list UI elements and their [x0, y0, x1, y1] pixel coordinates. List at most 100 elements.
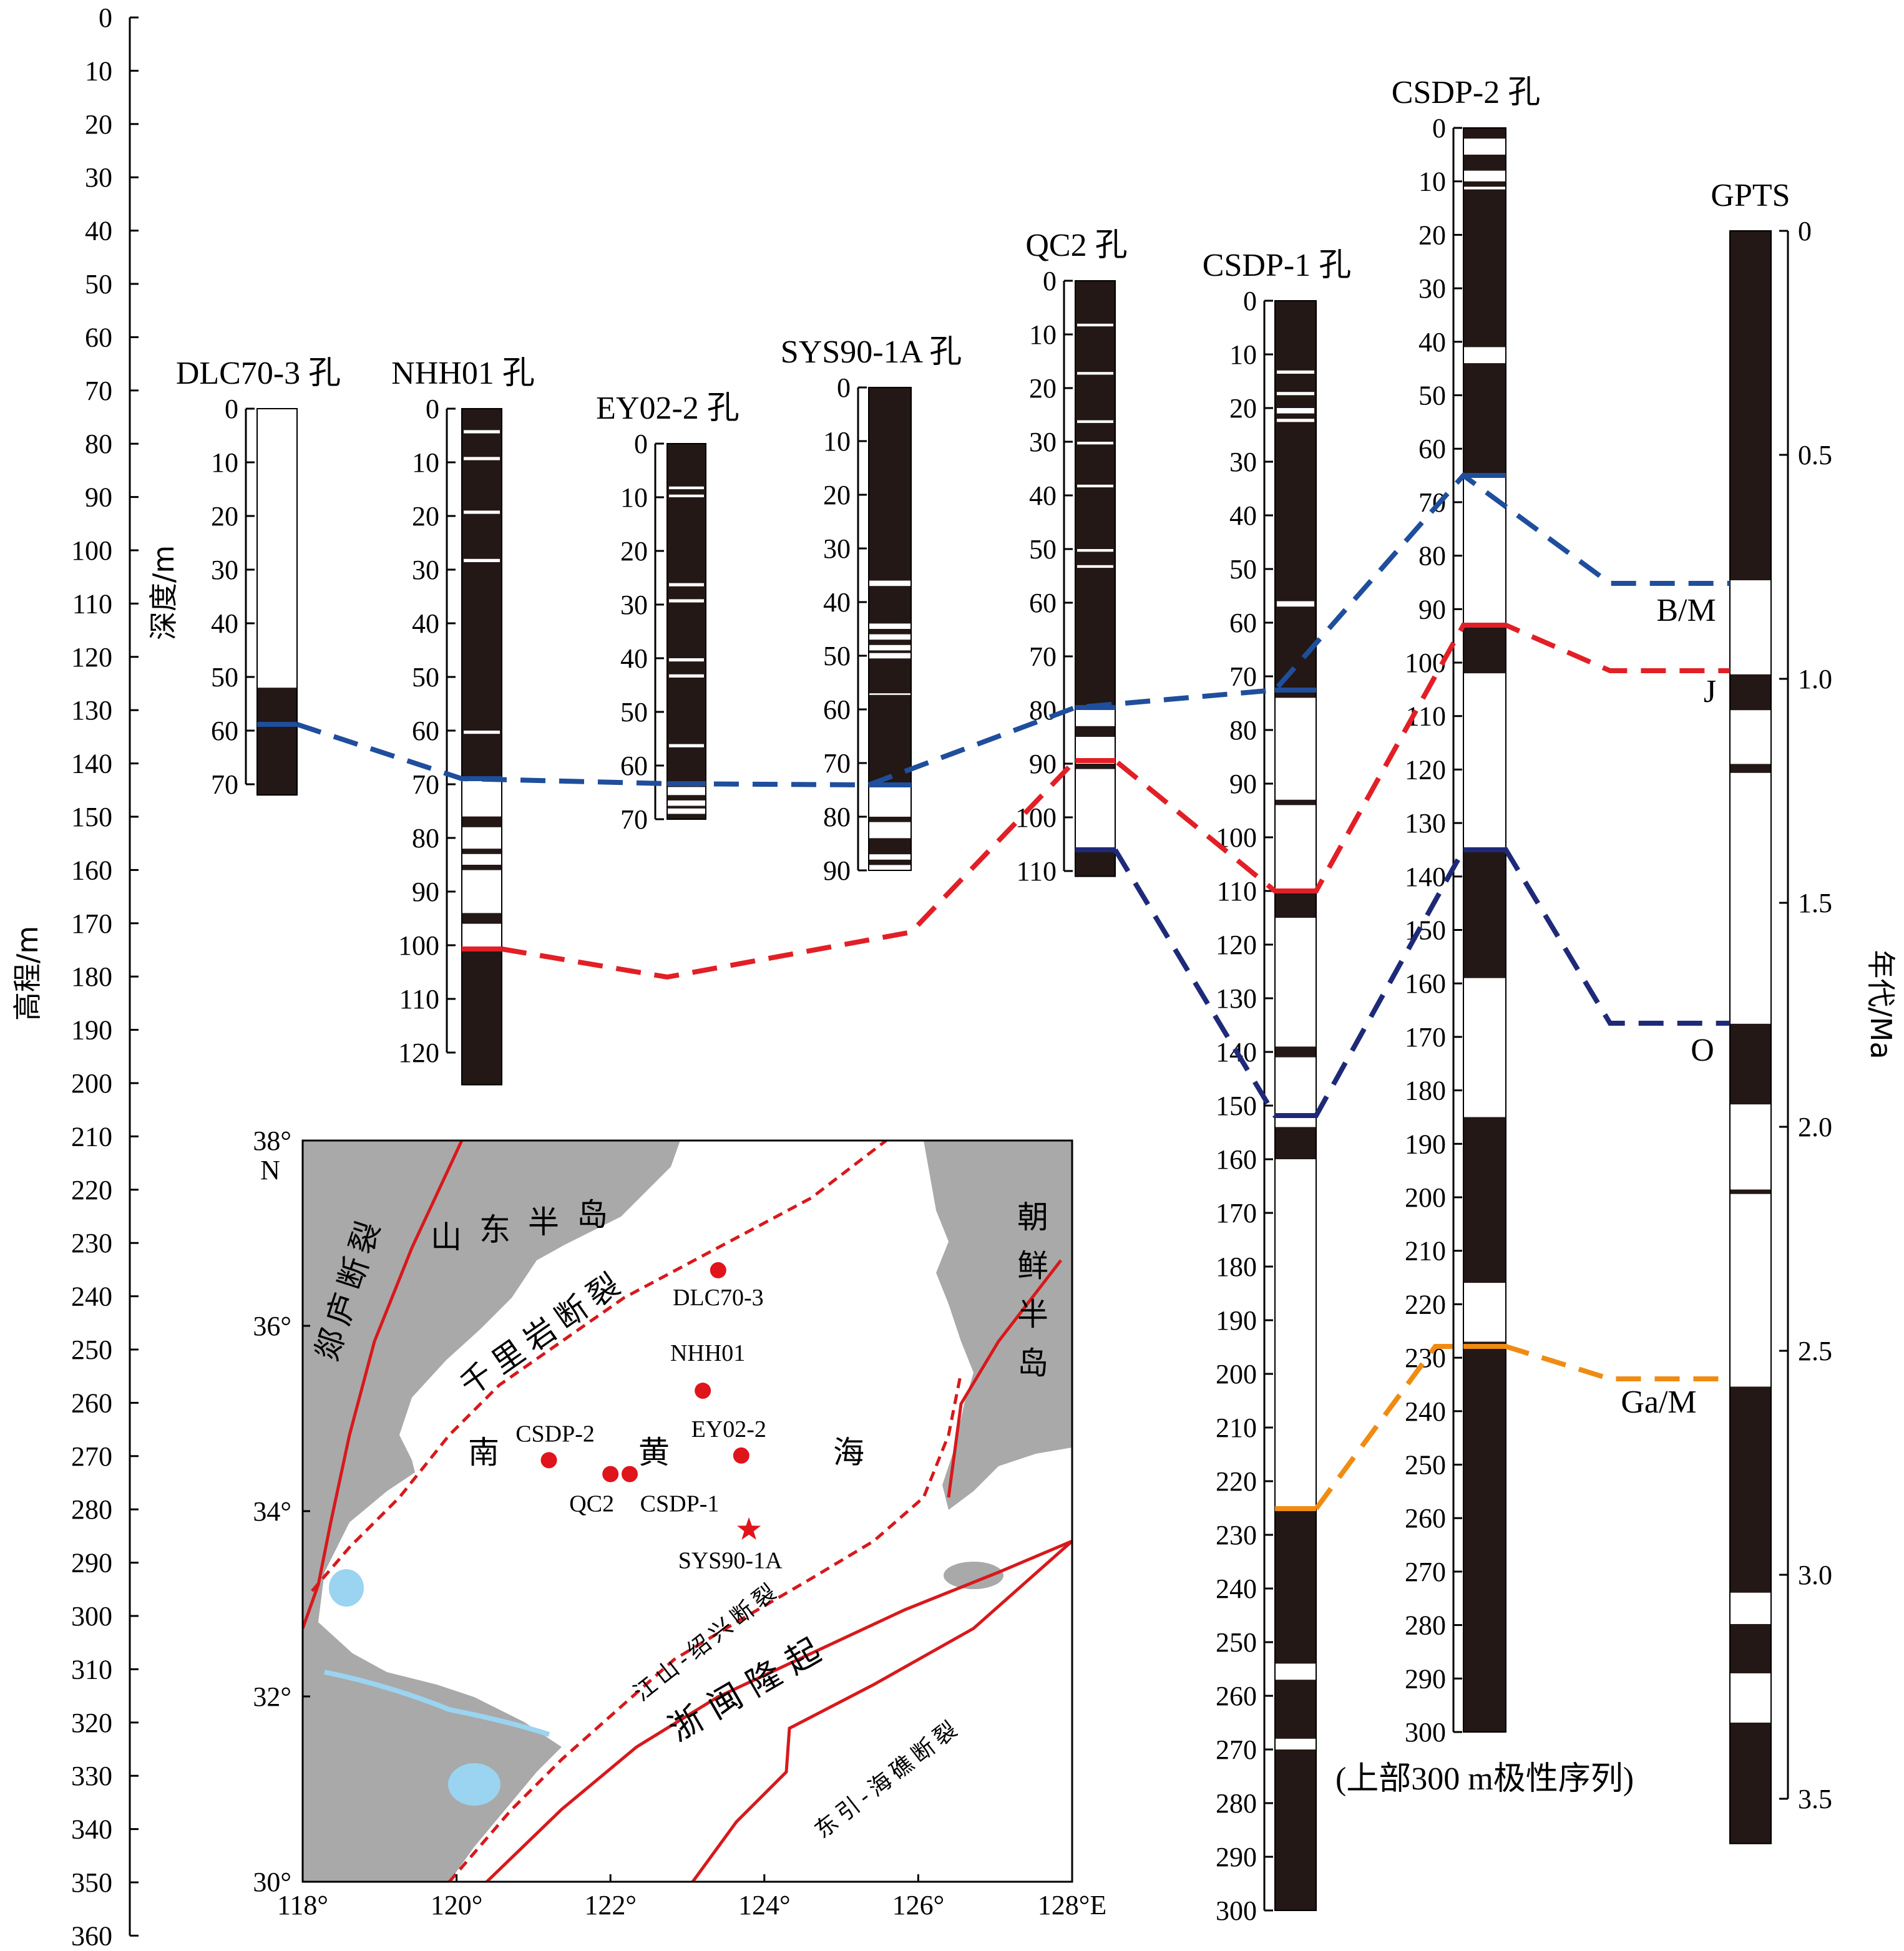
depth-tick-label: 30	[211, 555, 238, 585]
depth-tick-label: 280	[1216, 1788, 1257, 1819]
site-label: CSDP-2	[515, 1421, 595, 1447]
shandong-label-char: 半	[528, 1204, 559, 1240]
jeju-island	[944, 1562, 1003, 1589]
depth-tick-label: 70	[1229, 661, 1257, 692]
jiangshan-shaoxing-fault	[448, 1372, 963, 1882]
core-0: 0 10 20 30 40 50 60 70 DLC70-3 孔	[176, 356, 341, 800]
elevation-tick-label: 40	[85, 216, 112, 246]
reversed-polarity-interval	[869, 623, 911, 629]
core-title: DLC70-3 孔	[176, 356, 341, 391]
location-map: 38° 36° 34° 32° 30° N 118° 120° 122° 124° 126° 128°…	[253, 1126, 1106, 1920]
south-yellow-sea-label: 黄	[638, 1434, 670, 1471]
elevation-tick-label: 340	[71, 1814, 112, 1845]
age-tick-label: 0	[1798, 216, 1812, 246]
elevation-tick-label: 290	[71, 1548, 112, 1579]
depth-tick-label: 80	[1418, 541, 1446, 572]
depth-tick-label: 220	[1405, 1289, 1446, 1320]
core-title: SYS90-1A 孔	[781, 334, 962, 370]
core-2: 0 10 20 30 40 50 60 70 EY02-2 孔	[596, 391, 740, 835]
reversed-polarity-event	[1077, 549, 1113, 552]
depth-tick-label: 10	[1029, 319, 1057, 350]
depth-tick-label: 50	[620, 697, 648, 727]
reversed-polarity-event	[259, 478, 295, 484]
depth-tick-label: 60	[1229, 608, 1257, 638]
reversed-polarity-interval	[1731, 772, 1770, 1024]
depth-tick-label: 250	[1216, 1627, 1257, 1658]
column-outline	[1274, 300, 1317, 1911]
depth-tick-label: 0	[1243, 286, 1257, 316]
core-title: NHH01 孔	[391, 356, 535, 391]
reversed-polarity-event	[1077, 420, 1113, 423]
reversed-polarity-interval	[1731, 1673, 1770, 1723]
age-tick-label: 1.0	[1798, 664, 1832, 694]
reversed-polarity-interval	[1464, 673, 1505, 850]
reversed-polarity-interval	[869, 645, 911, 651]
qianliyan-fault	[311, 1141, 887, 1592]
depth-tick-label: 70	[412, 769, 439, 800]
reversed-polarity-interval	[1731, 710, 1770, 764]
depth-tick-label: 160	[1405, 968, 1446, 999]
reversed-polarity-event	[669, 486, 704, 490]
core-1: 0 10 20 30 40 50 60 70 80 90 100 110 120 NHH01 孔	[391, 356, 535, 1086]
depth-tick-label: 50	[1029, 534, 1057, 565]
depth-tick-label: 280	[1405, 1610, 1446, 1641]
depth-tick-label: 20	[1029, 373, 1057, 404]
elevation-tick-label: 210	[71, 1121, 112, 1152]
reversed-polarity-event	[669, 599, 704, 603]
depth-tick-label: 40	[1229, 500, 1257, 531]
depth-tick-label: 90	[1029, 749, 1057, 779]
depth-tick-label: 190	[1216, 1305, 1257, 1336]
lon-tick-label: 128°E	[1038, 1890, 1106, 1920]
depth-tick-label: 290	[1405, 1663, 1446, 1694]
depth-tick-label: 20	[211, 501, 238, 532]
depth-tick-label: 50	[1418, 381, 1446, 411]
depth-tick-label: 90	[412, 877, 439, 907]
depth-tick-label: 210	[1405, 1236, 1446, 1267]
depth-tick-label: 240	[1216, 1574, 1257, 1604]
reversed-polarity-interval	[1731, 580, 1770, 674]
depth-tick-label: 20	[620, 536, 648, 567]
lat-unit-label: N	[260, 1155, 280, 1185]
elevation-tick-label: 310	[71, 1654, 112, 1685]
depth-tick-label: 70	[620, 804, 648, 835]
elevation-tick-label: 30	[85, 162, 112, 193]
depth-tick-label: 60	[412, 716, 439, 746]
reversed-polarity-event	[464, 558, 500, 562]
depth-tick-label: 90	[823, 855, 851, 886]
core-title: QC2 孔	[1025, 228, 1127, 263]
reversed-polarity-interval	[462, 870, 501, 913]
depth-tick-label: 80	[823, 802, 851, 832]
korea-peninsula	[924, 1141, 1072, 1510]
reversed-polarity-event	[669, 744, 704, 747]
reversed-polarity-event	[1077, 372, 1113, 375]
site-marker	[710, 1262, 726, 1278]
reversed-polarity-interval	[462, 827, 501, 849]
column-outline	[461, 408, 502, 1086]
elevation-tick-label: 220	[71, 1175, 112, 1205]
elevation-tick-label: 60	[85, 322, 112, 353]
depth-tick-label: 270	[1405, 1557, 1446, 1587]
depth-tick-label: 260	[1216, 1681, 1257, 1711]
elevation-tick-label: 110	[72, 588, 112, 619]
lon-tick-label: 120°	[431, 1890, 483, 1920]
reversed-polarity-event	[1277, 419, 1314, 422]
reversed-polarity-interval	[869, 580, 911, 586]
elevation-tick-label: 130	[71, 695, 112, 726]
elevation-tick-label: 360	[71, 1920, 112, 1951]
depth-tick-label: 40	[823, 587, 851, 618]
depth-tick-label: 120	[398, 1038, 439, 1068]
axis-labels: 高程/m 深度/m 年代/Ma	[11, 545, 1898, 1059]
elevation-tick-label: 190	[71, 1015, 112, 1046]
elevation-tick-label: 300	[71, 1601, 112, 1632]
hongze-lake	[329, 1569, 364, 1607]
site-marker	[733, 1447, 749, 1464]
boundary-label: O	[1691, 1033, 1714, 1068]
age-tick-label: 2.0	[1798, 1112, 1832, 1142]
reversed-polarity-interval	[1276, 1663, 1316, 1680]
reversed-polarity-interval	[1076, 769, 1115, 850]
reversed-polarity-event	[669, 674, 704, 678]
elevation-tick-label: 50	[85, 269, 112, 299]
depth-tick-label: 60	[1418, 434, 1446, 464]
reversed-polarity-event	[464, 731, 500, 734]
